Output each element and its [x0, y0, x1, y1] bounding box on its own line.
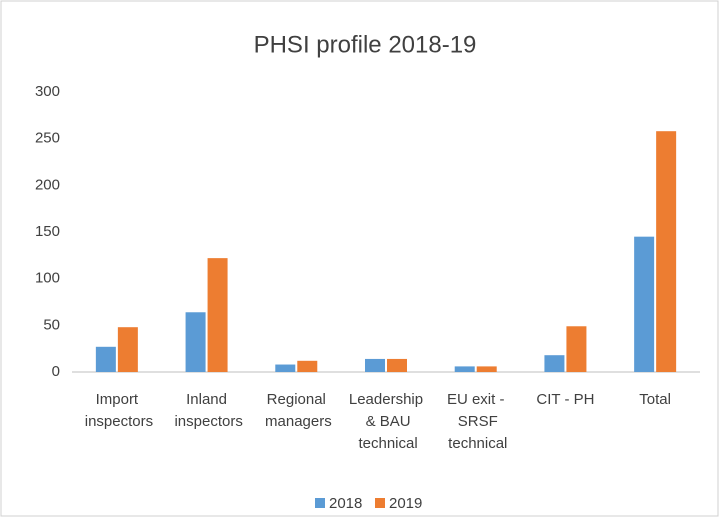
- bar: [207, 258, 228, 372]
- bar: [365, 358, 385, 372]
- y-tick-label: 250: [35, 130, 60, 147]
- legend-label: 2018: [329, 495, 362, 512]
- y-tick-label: 200: [35, 176, 60, 193]
- bar: [95, 346, 116, 372]
- x-tick-label: Leadership & BAU technical: [349, 391, 423, 452]
- x-tick-label: Inland inspectors: [170, 391, 243, 430]
- bar: [387, 358, 407, 372]
- x-tick-label: CIT - PH: [536, 391, 594, 408]
- legend-label: 2019: [389, 495, 422, 512]
- legend-swatch: [315, 498, 325, 508]
- bar: [656, 131, 677, 372]
- bar: [117, 327, 138, 372]
- y-tick-label: 0: [52, 363, 60, 380]
- x-tick-label: Regional managers: [261, 391, 332, 430]
- y-tick-label: 300: [35, 83, 60, 100]
- bar: [544, 355, 565, 372]
- bar: [185, 312, 206, 372]
- bar: [275, 364, 296, 372]
- x-tick-label: Import inspectors: [81, 391, 154, 430]
- x-tick-label: EU exit - SRSF technical: [444, 391, 507, 452]
- bar: [566, 326, 587, 372]
- bar: [297, 360, 318, 372]
- bar: [454, 366, 475, 372]
- chart-title: PHSI profile 2018-19: [254, 31, 477, 58]
- bar: [476, 366, 497, 372]
- y-tick-label: 150: [35, 223, 60, 240]
- y-tick-label: 100: [35, 270, 60, 287]
- bar: [634, 236, 655, 372]
- legend-swatch: [375, 498, 385, 508]
- x-tick-label: Total: [639, 391, 671, 408]
- y-tick-label: 50: [43, 316, 60, 333]
